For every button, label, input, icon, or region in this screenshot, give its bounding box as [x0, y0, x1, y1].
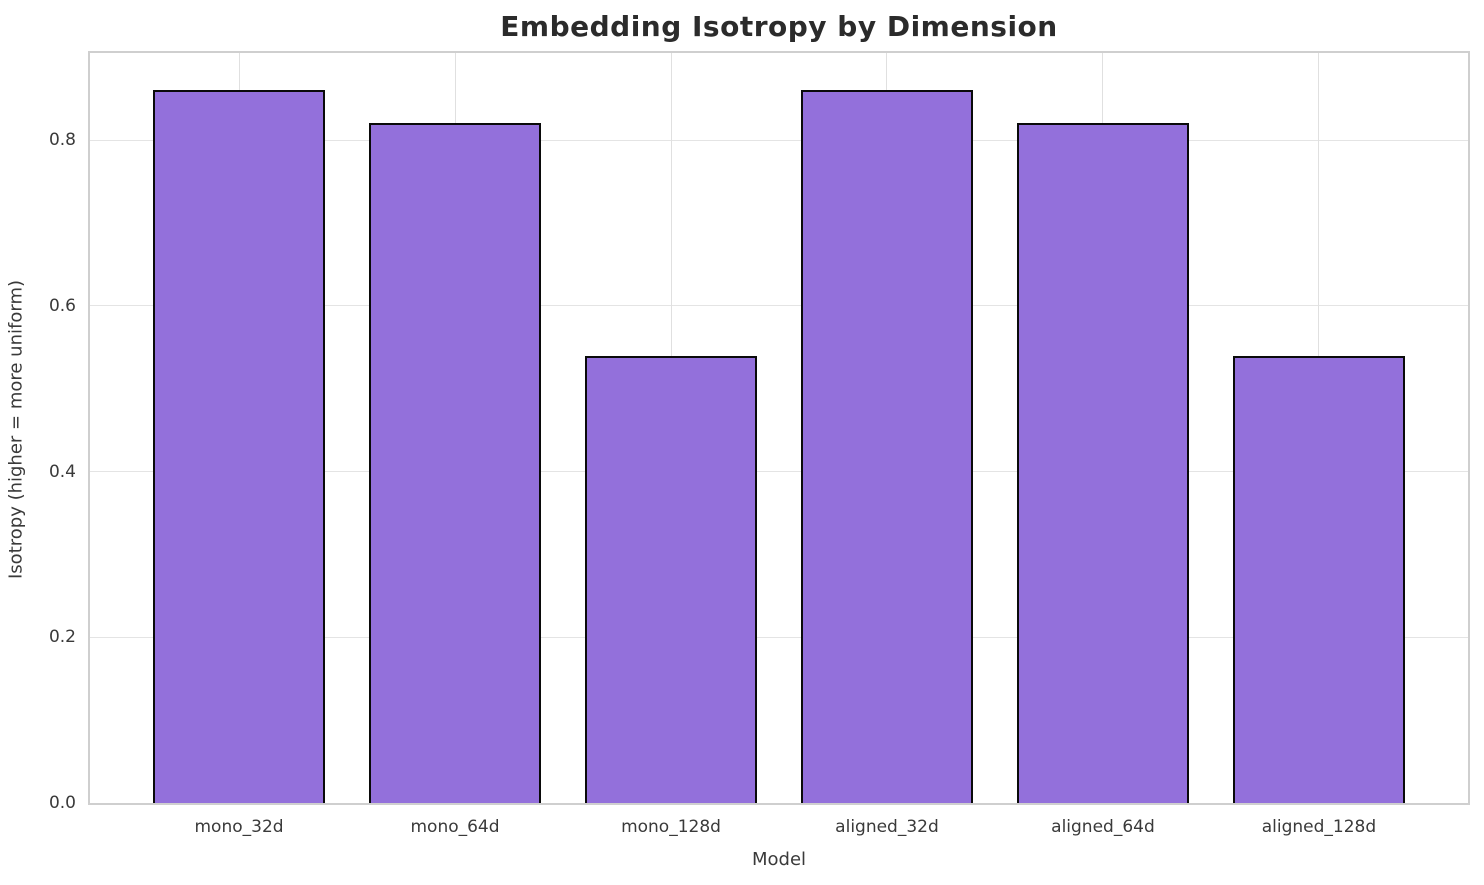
y-tick-label: 0.6 — [48, 295, 76, 316]
x-tick-label: mono_64d — [410, 817, 500, 837]
h-gridline — [90, 471, 1468, 472]
h-gridline — [90, 636, 1468, 638]
bar-aligned_128d — [1232, 355, 1406, 803]
x-tick-label: mono_32d — [194, 817, 284, 837]
y-tick-label: 0.4 — [48, 461, 76, 482]
y-axis-label: Isotropy (higher = more uniform) — [5, 280, 27, 579]
bar-aligned_32d — [800, 90, 974, 803]
chart-title: Embedding Isotropy by Dimension — [500, 10, 1058, 43]
plot-area — [90, 53, 1468, 803]
y-tick-label: 0.8 — [48, 130, 76, 151]
bar-aligned_64d — [1016, 123, 1190, 803]
y-tick-label: 0.0 — [48, 793, 76, 813]
h-gridline — [90, 305, 1468, 307]
bar-mono_64d — [368, 123, 542, 803]
bar-mono_32d — [152, 90, 326, 803]
x-tick-label: aligned_128d — [1261, 817, 1377, 837]
x-axis-label: Model — [751, 849, 807, 870]
x-tick-label: aligned_64d — [1051, 817, 1155, 837]
h-gridline — [90, 139, 1468, 141]
y-tick-label: 0.2 — [48, 627, 76, 648]
bar-mono_128d — [584, 355, 758, 803]
x-tick-label: mono_128d — [621, 817, 721, 837]
x-tick-label: aligned_32d — [835, 817, 939, 837]
